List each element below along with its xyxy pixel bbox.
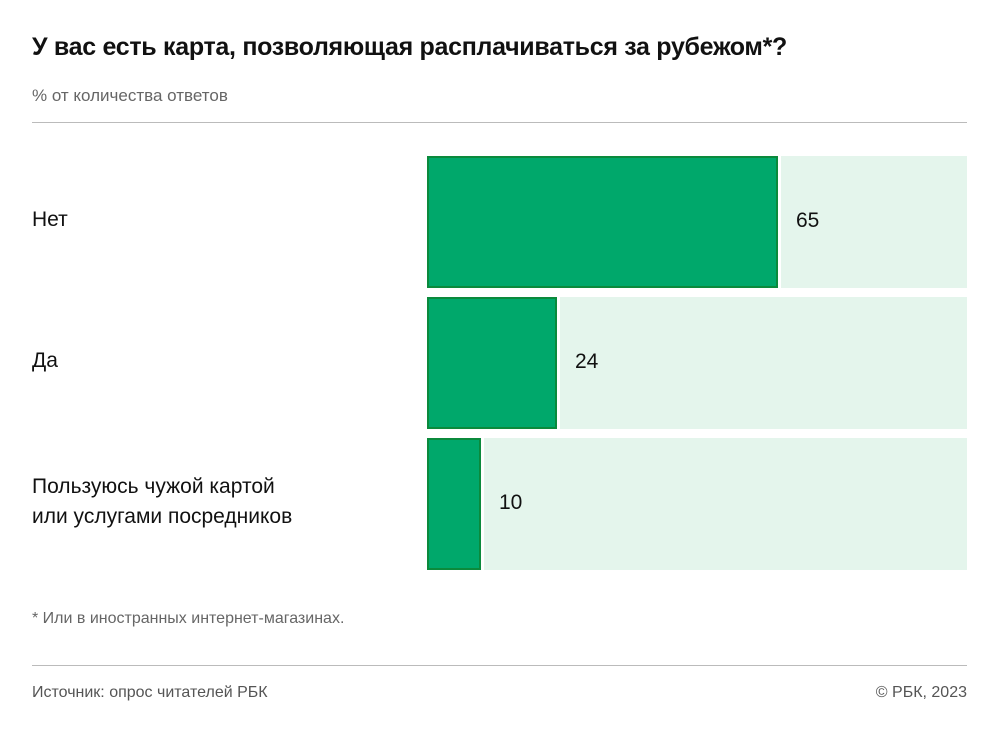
- source-text: Источник: опрос читателей РБК: [32, 684, 268, 701]
- bar-track: [560, 297, 967, 429]
- value-label: 65: [796, 209, 820, 232]
- category-label: Да: [32, 346, 58, 376]
- category-label-line: Пользуюсь чужой картой: [32, 475, 275, 498]
- chart-subtitle: % от количества ответов: [32, 86, 228, 105]
- category-label-line: Нет: [32, 208, 68, 231]
- category-label: Пользуюсь чужой картой или услугами посре…: [32, 472, 292, 532]
- bottom-divider: [32, 665, 967, 666]
- footnote: * Или в иностранных интернет-магазинах.: [32, 610, 345, 627]
- category-label-line: Да: [32, 349, 58, 372]
- bar: [427, 156, 778, 288]
- value-label: 24: [575, 350, 599, 373]
- bar: [427, 438, 481, 570]
- copyright-text: © РБК, 2023: [875, 684, 967, 701]
- bar-track: [484, 438, 967, 570]
- value-label: 10: [499, 491, 523, 514]
- chart-title: У вас есть карта, позволяющая расплачива…: [32, 33, 787, 61]
- top-divider: [32, 122, 967, 123]
- category-label: Нет: [32, 205, 68, 235]
- category-label-line: или услугами посредников: [32, 505, 293, 528]
- bar: [427, 297, 557, 429]
- bar-track: [781, 156, 967, 288]
